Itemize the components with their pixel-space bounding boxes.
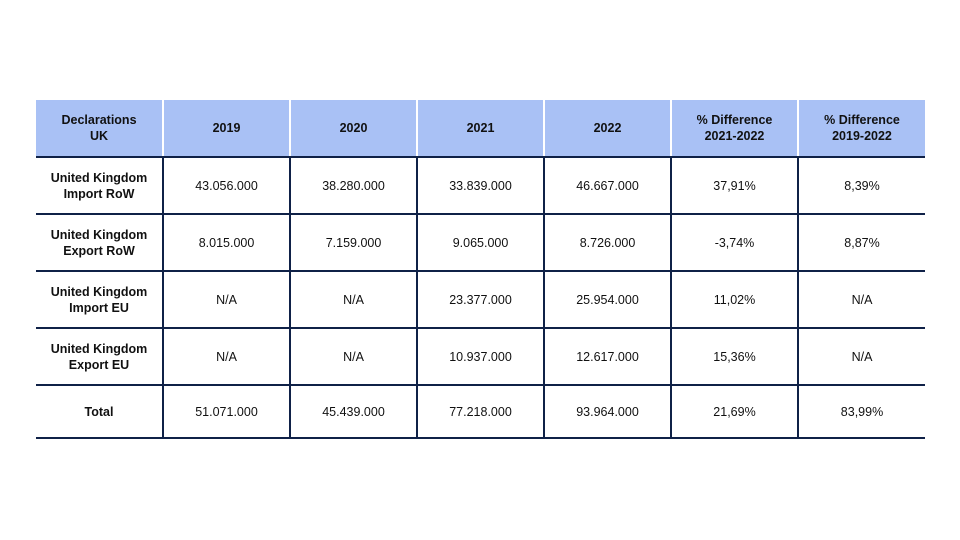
table-cell: -3,74% (670, 214, 798, 272)
table-cell: 9.065.000 (416, 214, 544, 272)
table-row-total: Total 51.071.000 45.439.000 77.218.000 9… (36, 385, 925, 439)
header-diff-2019-2022: % Difference 2019-2022 (797, 100, 925, 158)
table-cell: 15,36% (670, 328, 798, 386)
header-2020: 2020 (289, 100, 417, 158)
table-cell: 21,69% (670, 385, 798, 439)
table-cell: 38.280.000 (289, 157, 417, 215)
declarations-table-container: Declarations UK 2019 2020 2021 2022 % Dif… (36, 100, 925, 439)
table-cell: N/A (162, 271, 290, 329)
table-cell: 11,02% (670, 271, 798, 329)
table-cell: 8.726.000 (543, 214, 671, 272)
table-cell: 33.839.000 (416, 157, 544, 215)
table-cell: 77.218.000 (416, 385, 544, 439)
header-label: % Difference 2019-2022 (824, 113, 900, 143)
header-label: 2019 (212, 121, 241, 135)
table-cell: 93.964.000 (543, 385, 671, 439)
declarations-table: Declarations UK 2019 2020 2021 2022 % Dif… (36, 100, 925, 439)
header-declarations-uk: Declarations UK (36, 100, 163, 158)
table-row: United Kingdom Export RoW 8.015.000 7.159… (36, 214, 925, 272)
table-row: United Kingdom Import RoW 43.056.000 38.2… (36, 157, 925, 215)
header-2022: 2022 (543, 100, 671, 158)
table-row: United Kingdom Export EU N/A N/A 10.937.0… (36, 328, 925, 386)
table-cell: N/A (289, 271, 417, 329)
header-2021: 2021 (416, 100, 544, 158)
row-label: United Kingdom Export EU (36, 328, 163, 386)
header-diff-2021-2022: % Difference 2021-2022 (670, 100, 798, 158)
header-label: 2020 (339, 121, 368, 135)
table-row: United Kingdom Import EU N/A N/A 23.377.0… (36, 271, 925, 329)
table-cell: 12.617.000 (543, 328, 671, 386)
table-cell: 37,91% (670, 157, 798, 215)
table-cell: 7.159.000 (289, 214, 417, 272)
table-cell: 25.954.000 (543, 271, 671, 329)
table-cell: 8,39% (797, 157, 925, 215)
table-cell: N/A (289, 328, 417, 386)
table-cell: 83,99% (797, 385, 925, 439)
row-label: United Kingdom Import EU (36, 271, 163, 329)
table-cell: 10.937.000 (416, 328, 544, 386)
header-2019: 2019 (162, 100, 290, 158)
table-header-row: Declarations UK 2019 2020 2021 2022 % Dif… (36, 100, 925, 158)
table-cell: 8,87% (797, 214, 925, 272)
header-label: 2021 (466, 121, 495, 135)
table-cell: 43.056.000 (162, 157, 290, 215)
header-label: Declarations UK (61, 113, 137, 143)
table-cell: N/A (797, 328, 925, 386)
table-cell: N/A (162, 328, 290, 386)
table-cell: N/A (797, 271, 925, 329)
table-cell: 8.015.000 (162, 214, 290, 272)
table-cell: 46.667.000 (543, 157, 671, 215)
table-cell: 51.071.000 (162, 385, 290, 439)
table-cell: 45.439.000 (289, 385, 417, 439)
table-cell: 23.377.000 (416, 271, 544, 329)
header-label: 2022 (593, 121, 622, 135)
row-label: Total (36, 385, 163, 439)
header-label: % Difference 2021-2022 (696, 113, 773, 143)
row-label: United Kingdom Export RoW (36, 214, 163, 272)
row-label: United Kingdom Import RoW (36, 157, 163, 215)
